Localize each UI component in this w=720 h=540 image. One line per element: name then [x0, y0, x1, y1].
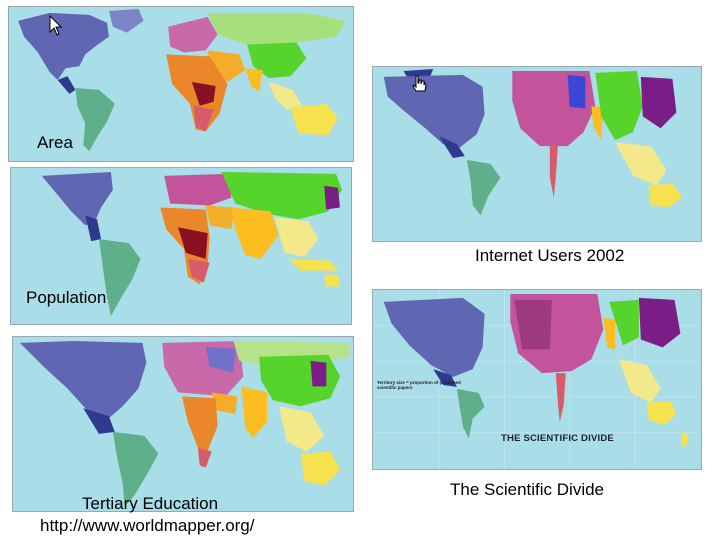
scientific-divide-map: Territory size = proportion of published… — [372, 289, 702, 470]
scientific-divide-map-graphic — [373, 290, 701, 469]
area-label: Area — [37, 133, 73, 152]
south-america — [456, 388, 485, 439]
eastern-europe — [567, 74, 586, 109]
southern-africa — [193, 105, 214, 132]
central-america — [85, 215, 102, 242]
southeast-asia — [278, 406, 325, 452]
population-map — [10, 167, 352, 325]
population-map-graphic — [41, 171, 342, 317]
tertiary-education-label: Tertiary Education — [82, 494, 219, 513]
india — [591, 106, 604, 141]
southern-africa — [197, 447, 212, 468]
india — [603, 317, 616, 350]
tertiary-education-map — [12, 336, 354, 512]
europe — [168, 16, 218, 53]
south-america — [466, 159, 501, 216]
worldmapper-url[interactable]: http://www.worldmapper.org/ — [40, 516, 255, 535]
south-america — [112, 431, 159, 508]
tertiary-education-map-graphic — [19, 340, 351, 508]
population-label: Population — [26, 288, 107, 307]
middle-east — [211, 392, 238, 415]
internet-users-map-graphic — [383, 68, 683, 216]
southern-africa — [187, 258, 210, 283]
eastern-europe — [205, 346, 236, 373]
japan — [640, 76, 677, 129]
central-america — [83, 408, 115, 434]
greenland — [108, 8, 144, 33]
africa — [182, 396, 218, 468]
europe — [164, 173, 232, 206]
east-asia — [247, 42, 307, 79]
north-america — [383, 74, 485, 149]
area-map-graphic — [18, 8, 346, 152]
russia — [207, 12, 346, 45]
india — [241, 386, 268, 438]
scientific-divide-banner: THE SCIENTIFIC DIVIDE — [501, 433, 614, 444]
japan — [638, 297, 681, 348]
north-america — [41, 171, 113, 226]
australia — [300, 451, 341, 486]
scientific-divide-label: The Scientific Divide — [450, 480, 605, 499]
southeast-asia — [619, 359, 661, 403]
india — [231, 207, 279, 259]
north-america — [383, 297, 485, 378]
scientific-divide-note: Territory size = proportion of published… — [377, 380, 461, 390]
south-america — [99, 239, 141, 317]
middle-east — [205, 205, 236, 230]
new-zealand — [680, 432, 689, 447]
internet-users-map — [372, 66, 702, 242]
japan — [324, 185, 340, 210]
africa-sliver — [549, 146, 558, 198]
arrow-cursor-icon — [49, 15, 63, 36]
east-asia — [259, 354, 341, 407]
australia — [324, 274, 340, 287]
east-asia — [609, 299, 639, 346]
central-africa — [178, 227, 208, 259]
south-asia — [245, 68, 263, 92]
central-america — [57, 76, 76, 94]
southeast-asia — [268, 82, 303, 110]
southeast-asia — [274, 217, 319, 257]
japan — [310, 360, 327, 387]
africa-sliver — [555, 373, 566, 423]
hand-cursor-icon — [412, 75, 427, 92]
southeast-asia — [615, 142, 667, 186]
south-america — [75, 87, 115, 152]
western-europe — [514, 299, 552, 350]
australia — [648, 183, 683, 208]
area-map — [8, 6, 354, 162]
australia — [646, 400, 677, 425]
north-america — [18, 12, 109, 81]
north-america — [19, 340, 147, 419]
east-asia — [595, 70, 643, 141]
internet-users-label: Internet Users 2002 — [475, 246, 625, 265]
indonesia — [288, 258, 338, 271]
central-america — [433, 369, 457, 387]
central-america — [439, 136, 465, 158]
australia — [290, 103, 338, 136]
russia-china — [221, 171, 342, 220]
